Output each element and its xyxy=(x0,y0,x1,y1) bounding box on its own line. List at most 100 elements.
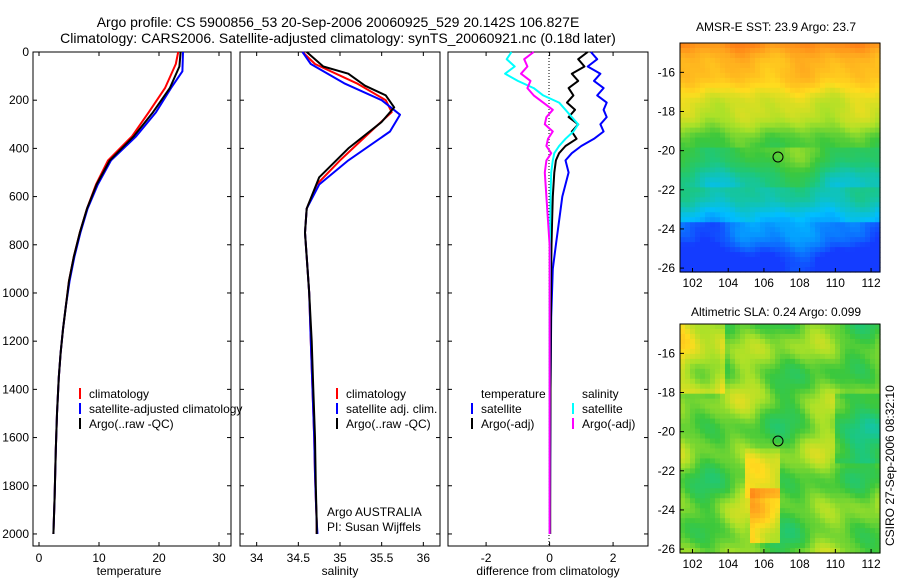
heat-cell xyxy=(820,132,826,139)
heat-cell xyxy=(800,353,806,360)
heat-cell xyxy=(680,77,686,84)
map-xtick-label: 108 xyxy=(790,276,810,290)
heat-cell xyxy=(685,513,691,519)
heat-cell xyxy=(715,458,721,464)
heat-cell xyxy=(845,47,851,54)
heat-cell xyxy=(825,207,831,213)
heat-cell xyxy=(745,483,751,489)
heat-cell xyxy=(705,102,711,109)
heat-cell xyxy=(870,257,876,263)
heat-cell xyxy=(770,67,776,74)
heat-cell xyxy=(865,192,871,198)
heat-cell xyxy=(755,92,761,99)
heat-cell xyxy=(745,172,751,179)
heat-cell xyxy=(820,383,826,390)
heat-cell xyxy=(680,478,686,484)
heat-cell xyxy=(730,453,736,460)
heat-cell xyxy=(785,62,791,69)
heat-cell xyxy=(745,468,751,474)
heat-cell xyxy=(695,217,701,223)
heat-cell xyxy=(705,147,711,154)
heat-cell xyxy=(870,192,876,198)
heat-cell xyxy=(790,468,796,474)
heat-cell xyxy=(690,122,696,129)
heat-cell xyxy=(740,247,746,253)
heat-cell xyxy=(710,528,716,534)
heat-cell xyxy=(690,207,696,213)
heat-cell xyxy=(720,428,726,435)
heat-cell xyxy=(680,252,686,258)
heat-cell xyxy=(755,117,761,124)
heat-cell xyxy=(830,187,836,193)
heat-cell xyxy=(750,137,756,144)
heat-cell xyxy=(755,353,761,360)
heat-cell xyxy=(830,333,836,340)
heat-cell xyxy=(755,518,761,524)
heat-cell xyxy=(680,338,686,345)
heat-cell xyxy=(740,252,746,258)
heat-cell xyxy=(740,157,746,164)
heat-cell xyxy=(755,538,761,544)
heat-cell xyxy=(760,252,766,258)
heat-cell xyxy=(755,408,761,415)
heat-cell xyxy=(775,488,781,494)
heat-cell xyxy=(865,62,871,69)
heat-cell xyxy=(740,533,746,539)
heat-cell xyxy=(795,92,801,99)
heat-cell xyxy=(775,72,781,79)
heat-cell xyxy=(820,222,826,228)
heat-cell xyxy=(775,167,781,174)
heat-cell xyxy=(700,252,706,258)
heat-cell xyxy=(705,463,711,469)
heat-cell xyxy=(795,47,801,54)
heat-cell xyxy=(790,324,796,330)
heat-cell xyxy=(785,107,791,114)
heat-cell xyxy=(825,523,831,529)
heat-cell xyxy=(775,358,781,365)
heat-cell xyxy=(695,52,701,59)
heat-cell xyxy=(850,242,856,248)
heat-cell xyxy=(855,413,861,420)
heat-cell xyxy=(865,227,871,233)
heat-cell xyxy=(845,493,851,499)
heat-cell xyxy=(795,142,801,149)
heat-cell xyxy=(815,82,821,89)
heat-cell xyxy=(770,102,776,109)
heat-cell xyxy=(870,252,876,258)
heat-cell xyxy=(685,262,691,268)
heat-cell xyxy=(710,102,716,109)
heat-cell xyxy=(685,533,691,539)
heat-cell xyxy=(780,413,786,420)
heat-cell xyxy=(800,468,806,474)
heat-cell xyxy=(845,267,851,273)
heat-cell xyxy=(850,147,856,154)
heat-cell xyxy=(830,533,836,539)
heat-cell xyxy=(720,403,726,410)
heat-cell xyxy=(735,348,741,355)
heat-cell xyxy=(690,152,696,159)
heat-cell xyxy=(695,428,701,435)
heat-cell xyxy=(820,528,826,534)
heat-cell xyxy=(730,43,736,49)
heat-cell xyxy=(830,162,836,169)
heat-cell xyxy=(710,548,716,554)
heat-cell xyxy=(815,413,821,420)
heat-cell xyxy=(735,212,741,218)
heat-cell xyxy=(755,533,761,539)
heat-cell xyxy=(790,62,796,69)
heat-cell xyxy=(870,403,876,410)
heat-cell xyxy=(845,202,851,208)
heat-cell xyxy=(760,503,766,509)
heat-cell xyxy=(765,533,771,539)
heat-cell xyxy=(790,513,796,519)
heat-cell xyxy=(710,72,716,79)
heat-cell xyxy=(790,167,796,174)
heat-cell xyxy=(830,548,836,554)
heat-cell xyxy=(780,262,786,268)
heat-cell xyxy=(715,142,721,149)
heat-cell xyxy=(695,498,701,504)
heat-cell xyxy=(705,418,711,425)
pi-label: PI: Susan Wijffels xyxy=(327,520,421,534)
heat-cell xyxy=(795,448,801,455)
heat-cell xyxy=(750,368,756,375)
